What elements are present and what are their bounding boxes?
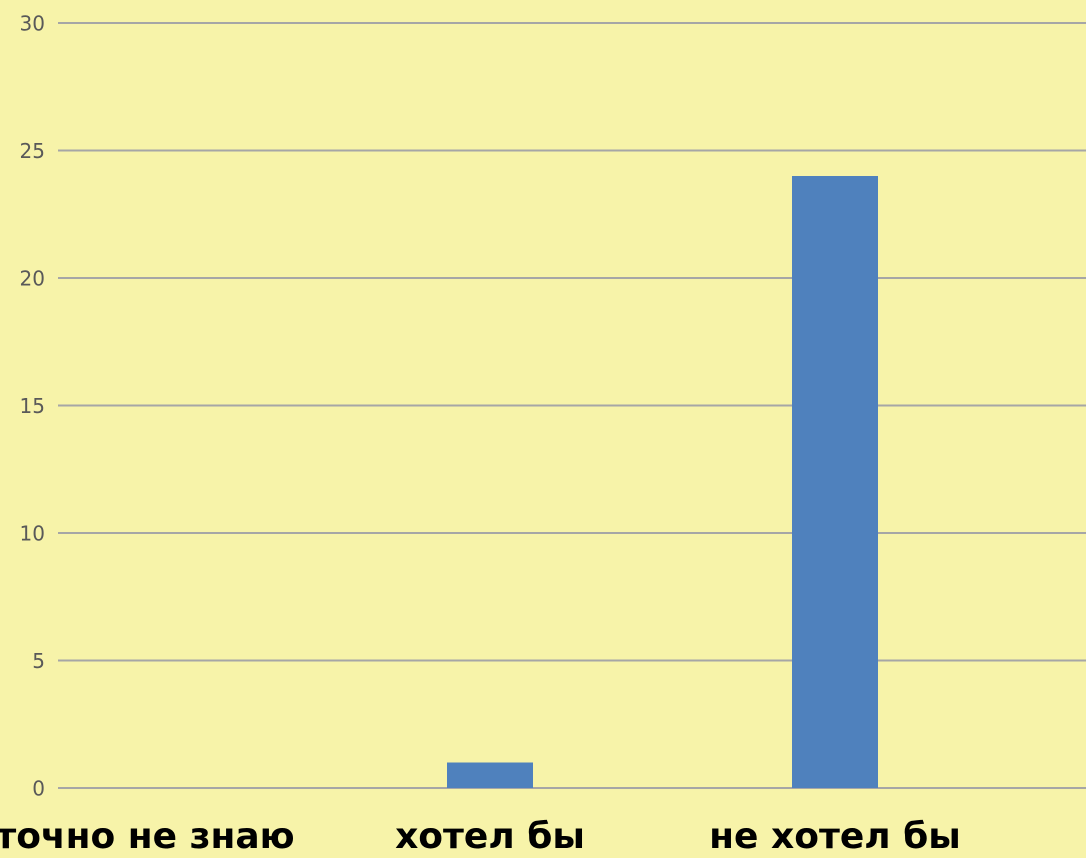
y-tick-label: 30 [20,12,45,36]
y-tick-label: 10 [20,522,45,546]
bar [792,176,878,788]
bar [447,762,533,788]
y-tick-label: 20 [20,267,45,291]
y-tick-label: 15 [20,394,45,418]
y-tick-label: 0 [32,777,45,801]
x-tick-label: точно не знаю [0,816,295,857]
y-tick-label: 5 [32,649,45,673]
y-tick-label: 25 [20,139,45,163]
x-tick-label: хотел бы [395,816,585,857]
x-tick-label: не хотел бы [709,816,961,857]
